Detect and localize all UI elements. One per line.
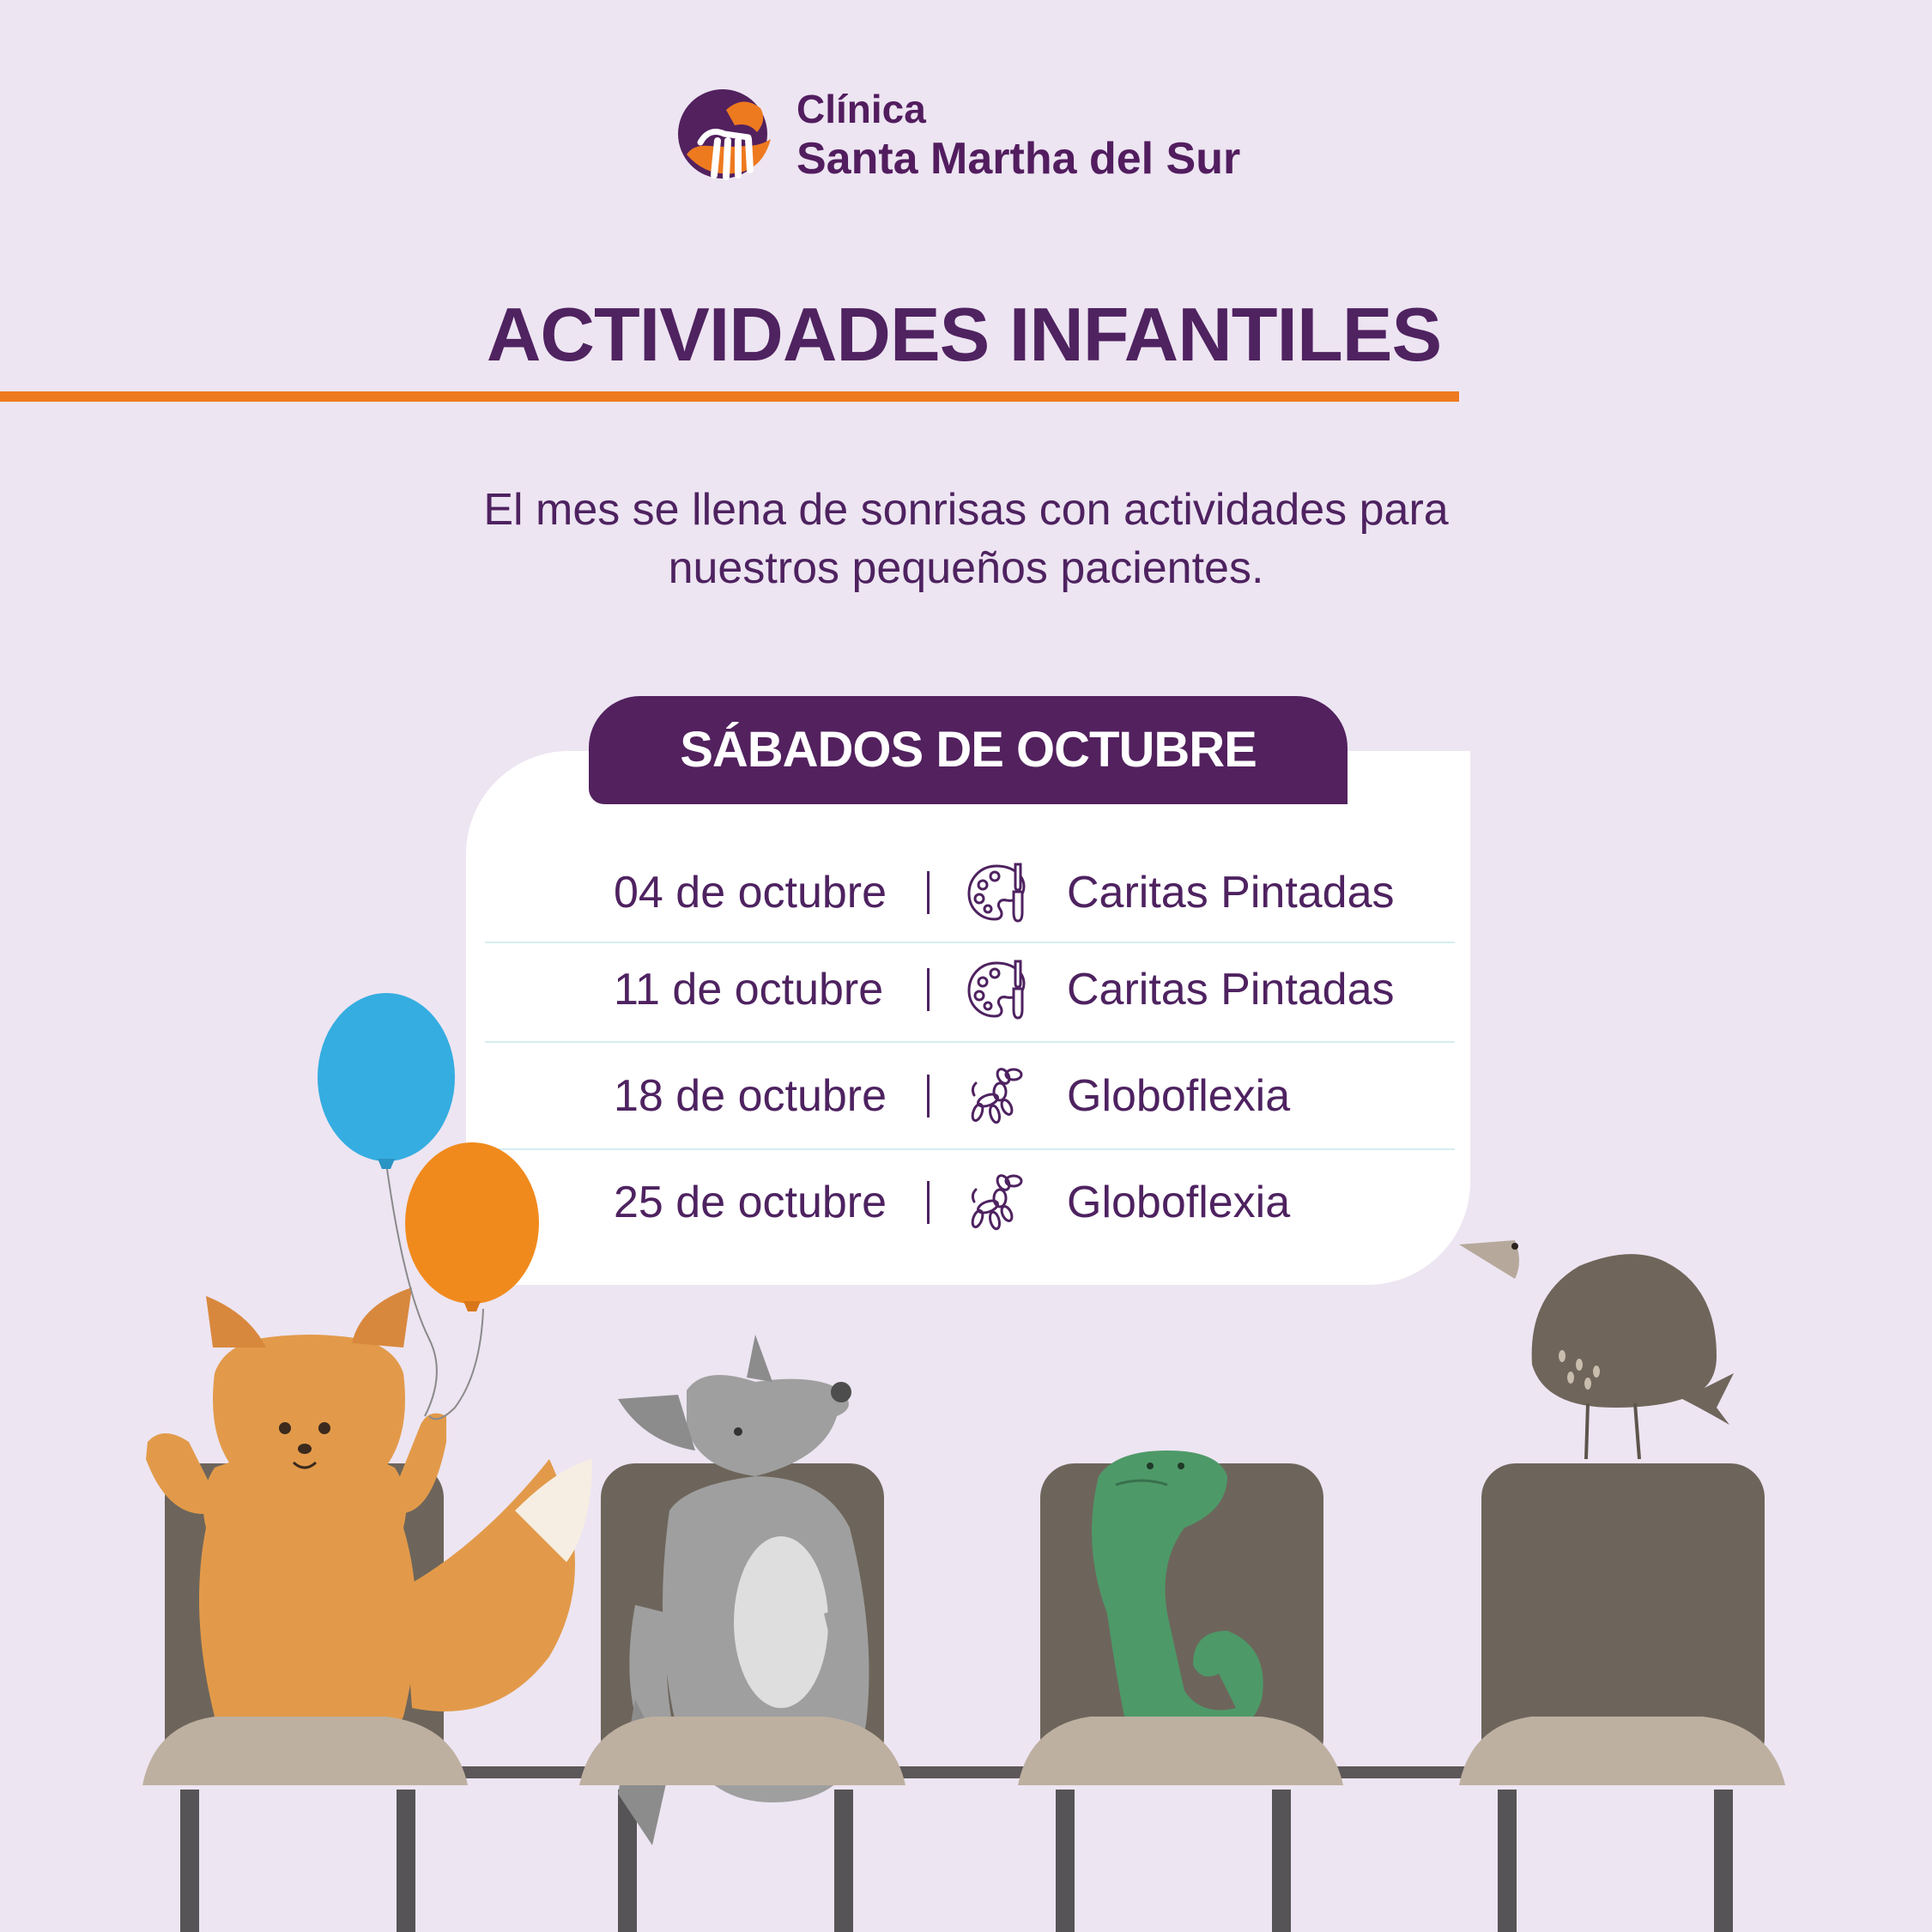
clinic-logo: Clínica Santa Martha del Sur [675, 86, 1275, 184]
chair-legs [180, 1790, 1733, 1932]
row-separator [927, 968, 930, 1011]
clinic-name-line1: Clínica [796, 87, 926, 131]
schedule-date: 04 de octubre [614, 868, 887, 918]
orange-balloon [405, 1142, 539, 1304]
clinic-name: Clínica Santa Martha del Sur [796, 86, 1240, 185]
title-underline [0, 391, 1459, 402]
row-separator [927, 1075, 930, 1117]
schedule-date: 11 de octubre [614, 965, 884, 1014]
schedule-row: 11 de octubre Caritas Pintadas [485, 942, 1455, 1037]
snake-character [1092, 1451, 1263, 1751]
paint-palette-icon [967, 863, 1026, 923]
animals-on-chairs-illustration [142, 993, 1785, 1932]
schedule-activity: Globoflexia [1067, 1071, 1291, 1121]
balloons [318, 993, 539, 1420]
schedule-heading: SÁBADOS DE OCTUBRE [589, 696, 1348, 804]
schedule-date: 18 de octubre [614, 1071, 887, 1121]
paint-palette-icon [967, 960, 1026, 1020]
schedule-activity: Caritas Pintadas [1067, 965, 1395, 1014]
intro-line-1: El mes se llena de sonrisas con activida… [483, 485, 1449, 535]
schedule-activity: Caritas Pintadas [1067, 868, 1395, 918]
schedule-activity: Globoflexia [1067, 1178, 1291, 1227]
bird-character [1459, 1240, 1734, 1460]
page-title: ACTIVIDADES INFANTILES [0, 292, 1932, 378]
schedule-row: 25 de octubre Globoflexia [485, 1155, 1455, 1250]
chair-seats [142, 1717, 1785, 1785]
schedule-card [466, 751, 1470, 1285]
schedule-row: 04 de octubre Caritas Pintadas [485, 845, 1455, 940]
blue-balloon [318, 993, 455, 1161]
balloon-dog-icon [971, 1068, 1023, 1124]
schedule-date: 25 de octubre [614, 1178, 887, 1227]
chair-rail [172, 1766, 1751, 1778]
row-divider [485, 1041, 1455, 1043]
balloon-dog-icon [971, 1174, 1023, 1231]
fox-character [146, 1287, 592, 1781]
clinic-logo-icon [678, 89, 771, 180]
row-divider [485, 1148, 1455, 1150]
page-title-text: ACTIVIDADES INFANTILES [486, 292, 1442, 377]
intro-line-2: nuestros pequeños pacientes. [668, 543, 1264, 593]
row-divider [485, 942, 1455, 943]
intro-text: El mes se llena de sonrisas con activida… [0, 481, 1932, 597]
row-separator [927, 1181, 930, 1224]
clinic-name-line2: Santa Martha del Sur [796, 134, 1241, 184]
schedule-row: 18 de octubre Globoflexia [485, 1049, 1455, 1143]
row-separator [927, 871, 930, 914]
